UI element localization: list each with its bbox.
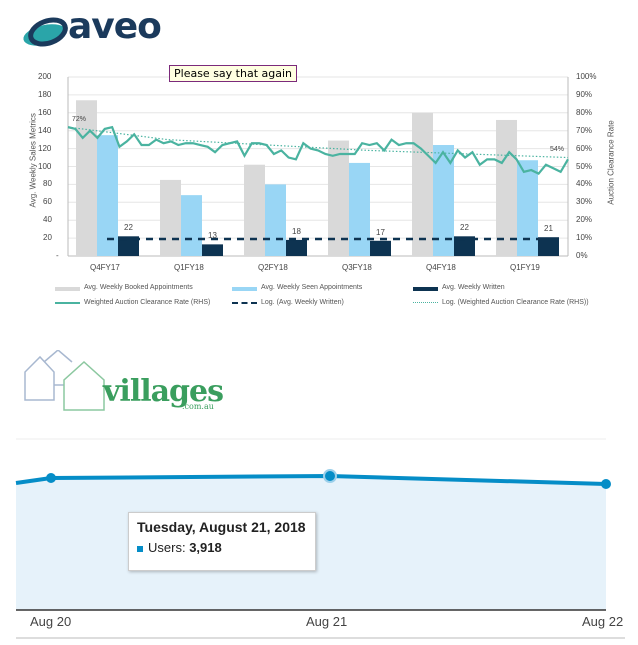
x-label-aug20: Aug 20 xyxy=(30,614,72,629)
written-data-label: 13 xyxy=(208,231,217,241)
villages-users-chart xyxy=(15,438,625,639)
legend-swatch-icon xyxy=(55,302,80,304)
villages-brand-text: villages xyxy=(103,374,224,409)
bar-booked xyxy=(76,100,97,256)
start-rate-annotation: 72% xyxy=(72,115,87,123)
aveo-brand-text: aveo xyxy=(68,6,162,47)
x-axis-category: Q2FY18 xyxy=(258,263,288,272)
bar-written xyxy=(538,237,559,256)
legend-item-label: Weighted Auction Clearance Rate (RHS) xyxy=(84,299,211,306)
bar-booked xyxy=(412,112,433,256)
right-axis-tick: 50% xyxy=(576,161,593,171)
x-axis-category: Q1FY19 xyxy=(510,263,540,272)
bar-booked xyxy=(160,179,181,256)
right-axis-tick: 40% xyxy=(576,179,593,189)
left-axis-tick: 100 xyxy=(38,161,52,171)
bar-written xyxy=(118,236,139,256)
users-tooltip: Tuesday, August 21, 2018 Users: 3,918 xyxy=(128,512,316,571)
left-axis-tick: - xyxy=(56,251,59,260)
legend-item-label: Avg. Weekly Booked Appointments xyxy=(84,284,193,291)
tooltip-date: Tuesday, August 21, 2018 xyxy=(137,519,306,535)
bar-written xyxy=(370,240,391,256)
left-axis-tick: 80 xyxy=(43,179,52,189)
x-axis-category: Q1FY18 xyxy=(174,263,204,272)
villages-domain-text: .com.au xyxy=(182,402,214,411)
right-axis-tick: 60% xyxy=(576,143,593,153)
bar-seen xyxy=(97,135,118,256)
written-data-label: 17 xyxy=(376,227,385,237)
bar-booked xyxy=(328,140,349,256)
tooltip-metric: Users: xyxy=(148,540,186,555)
left-axis-label: Avg. Weekly Sales Metrics xyxy=(28,113,38,208)
bar-seen xyxy=(517,160,538,256)
legend-item-label: Avg. Weekly Seen Appointments xyxy=(261,284,363,291)
users-series-swatch-icon xyxy=(137,545,143,552)
written-data-label: 21 xyxy=(544,224,553,234)
end-rate-annotation: 54% xyxy=(550,146,565,154)
data-point-aug20[interactable] xyxy=(46,473,56,483)
villages-houses-icon xyxy=(24,350,105,411)
written-data-label: 22 xyxy=(124,223,133,233)
legend-item-label: Avg. Weekly Written xyxy=(442,284,505,291)
tooltip-row: Users: 3,918 xyxy=(137,540,222,555)
data-point-aug22[interactable] xyxy=(601,479,611,489)
left-axis-tick: 60 xyxy=(43,197,52,207)
left-axis-tick: 180 xyxy=(38,89,52,99)
legend-swatch-icon xyxy=(232,287,257,291)
right-axis-tick: 10% xyxy=(576,233,593,243)
bar-seen xyxy=(349,162,370,256)
x-axis-category: Q4FY17 xyxy=(90,263,120,272)
bar-booked xyxy=(244,164,265,256)
right-axis-tick: 100% xyxy=(576,72,597,81)
written-data-label: 18 xyxy=(292,226,301,236)
legend-swatch-icon xyxy=(55,287,80,291)
right-axis-tick: 20% xyxy=(576,215,593,225)
left-axis-tick: 140 xyxy=(38,125,52,135)
aveo-logo-icon xyxy=(23,17,68,47)
right-axis-tick: 70% xyxy=(576,125,593,135)
bar-booked xyxy=(496,119,517,257)
left-axis-tick: 160 xyxy=(38,107,52,117)
left-axis-tick: 200 xyxy=(38,72,52,81)
legend-item-label: Log. (Weighted Auction Clearance Rate (R… xyxy=(442,299,589,306)
legend-swatch-icon xyxy=(413,287,438,291)
aveo-chart xyxy=(67,76,569,257)
bar-written xyxy=(286,239,307,256)
written-data-label: 22 xyxy=(460,223,469,233)
x-label-aug21: Aug 21 xyxy=(306,614,348,629)
tooltip-popup: Please say that again xyxy=(169,65,297,82)
bar-written xyxy=(454,236,475,256)
bar-seen xyxy=(265,184,286,256)
legend-item-label: Log. (Avg. Weekly Written) xyxy=(261,299,344,306)
x-label-aug22: Aug 22 xyxy=(582,614,624,629)
bar-seen xyxy=(433,145,454,256)
data-point-aug21[interactable] xyxy=(323,469,337,483)
right-axis-tick: 30% xyxy=(576,197,593,207)
tooltip-value: 3,918 xyxy=(189,540,222,555)
bar-seen xyxy=(181,195,202,256)
legend-swatch-icon xyxy=(232,302,257,304)
left-axis-tick: 20 xyxy=(43,233,52,243)
right-axis-tick: 0% xyxy=(576,251,588,260)
right-axis-tick: 80% xyxy=(576,107,593,117)
left-axis-tick: 40 xyxy=(43,215,52,225)
left-axis-tick: 120 xyxy=(38,143,52,153)
legend-swatch-icon xyxy=(413,302,438,303)
x-axis-category: Q4FY18 xyxy=(426,263,456,272)
right-axis-label: Auction Clearance Rate xyxy=(606,120,616,205)
bar-written xyxy=(202,244,223,256)
right-axis-tick: 90% xyxy=(576,89,593,99)
x-axis-category: Q3FY18 xyxy=(342,263,372,272)
